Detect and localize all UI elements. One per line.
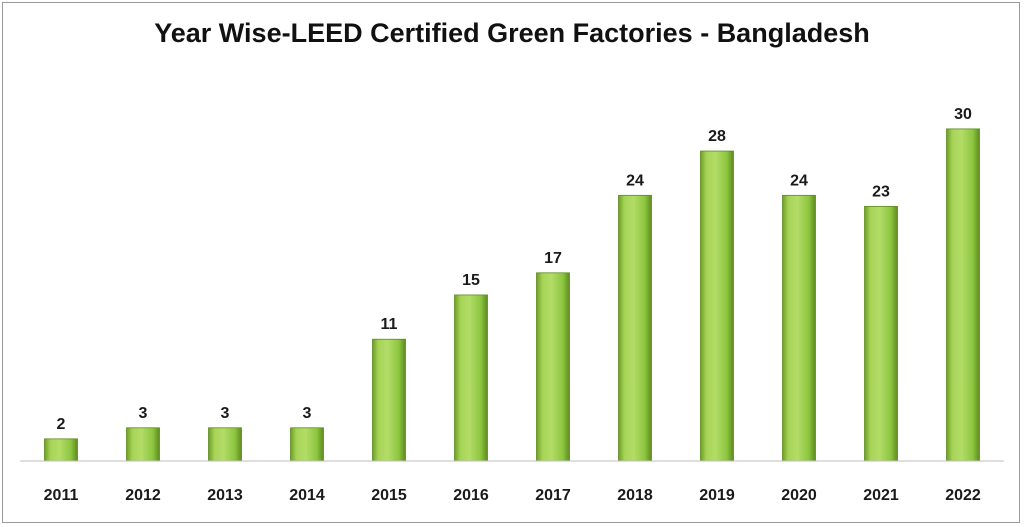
- data-label-2011: 2: [57, 416, 66, 433]
- data-label-2017: 17: [544, 250, 562, 267]
- bar-2022: [946, 128, 980, 462]
- x-tick-label-2016: 2016: [453, 487, 489, 504]
- x-tick-label-2021: 2021: [863, 487, 899, 504]
- bar-2015: [372, 338, 406, 462]
- bar-2019: [700, 150, 734, 462]
- x-tick-label-2013: 2013: [207, 487, 243, 504]
- x-tick-label-2019: 2019: [699, 487, 735, 504]
- x-tick-label-2018: 2018: [617, 487, 653, 504]
- data-label-2013: 3: [221, 405, 230, 422]
- x-tick-label-2012: 2012: [125, 487, 161, 504]
- x-tick-label-2014: 2014: [289, 487, 325, 504]
- bar-2021: [864, 205, 898, 462]
- bar-2013: [208, 427, 242, 462]
- bar-2011: [44, 438, 78, 462]
- data-label-2015: 11: [381, 316, 398, 333]
- bar-2020: [782, 194, 816, 462]
- bar-2014: [290, 427, 324, 462]
- data-label-2021: 23: [872, 183, 890, 200]
- bar-2016: [454, 294, 488, 462]
- data-label-2012: 3: [139, 405, 148, 422]
- bar-2012: [126, 427, 160, 462]
- data-label-2020: 24: [790, 172, 808, 189]
- data-label-2022: 30: [954, 106, 972, 123]
- x-tick-label-2017: 2017: [535, 487, 571, 504]
- x-tick-label-2011: 2011: [44, 487, 79, 504]
- data-label-2016: 15: [462, 272, 480, 289]
- x-tick-label-2022: 2022: [945, 487, 981, 504]
- x-tick-label-2020: 2020: [781, 487, 817, 504]
- bar-2017: [536, 272, 570, 462]
- data-label-2018: 24: [626, 172, 644, 189]
- data-label-2019: 28: [708, 128, 726, 145]
- x-tick-label-2015: 2015: [371, 487, 407, 504]
- data-label-2014: 3: [303, 405, 312, 422]
- bar-2018: [618, 194, 652, 462]
- chart-title: Year Wise-LEED Certified Green Factories…: [154, 18, 870, 48]
